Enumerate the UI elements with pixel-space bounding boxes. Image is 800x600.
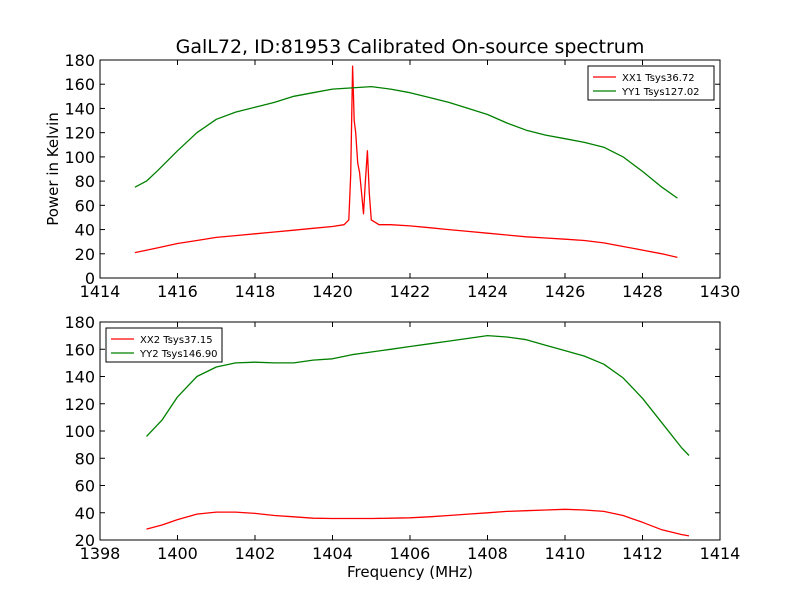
plot-area [134,65,678,259]
y-tick-label: 140 [64,368,95,387]
y-tick-label: 140 [64,99,95,118]
series-line [146,508,690,537]
y-axis-label: Power in Kelvin [44,112,62,226]
x-tick-label: 1426 [545,282,586,301]
x-tick-label: 1408 [467,544,508,563]
plot-frame [99,59,721,279]
x-tick-label: 1414 [80,282,121,301]
y-tick-label: 80 [75,172,95,191]
y-tick-label: 100 [64,422,95,441]
series-line [146,334,690,456]
x-tick-label: 1398 [80,544,121,563]
y-tick-label: 160 [64,340,95,359]
x-tick-label: 1404 [312,544,353,563]
x-tick-label: 1410 [545,544,586,563]
plot-area [146,334,690,537]
top-panel: 1414 1416 1418 1420 1422 1424 1426 1428 1430 0 20 4… [64,51,740,301]
x-tick-label: 1412 [622,544,663,563]
bottom-panel: 1398 1400 1402 1404 1406 1408 1410 1412 1414 20 40… [64,313,740,563]
x-axis-label: Frequency (MHz) [347,563,473,581]
x-tick-label: 1406 [390,544,431,563]
x-tick-label: 1418 [235,282,276,301]
x-tick-label: 1430 [700,282,741,301]
x-tick-label: 1424 [467,282,508,301]
legend: XX2 Tsys37.15 YY2 Tsys146.90 [105,327,223,363]
y-tick-label: 0 [85,269,95,288]
y-tick-label: 60 [75,196,95,215]
x-tick-label: 1416 [157,282,198,301]
x-tick-label: 1414 [700,544,741,563]
x-tick-label: 1420 [312,282,353,301]
y-tick-label: 160 [64,75,95,94]
legend-box [105,327,223,363]
y-tick-label: 180 [64,313,95,332]
y-tick-label: 20 [75,531,95,550]
y-tick-label: 100 [64,148,95,167]
y-tick-label: 20 [75,245,95,264]
y-tick-label: 60 [75,477,95,496]
legend-label: YY2 Tsys146.90 [139,349,218,360]
y-tick-label: 120 [64,124,95,143]
x-tick-label: 1400 [157,544,198,563]
y-tick-label: 40 [75,221,95,240]
y-tick-label: 120 [64,395,95,414]
x-tick-label: 1428 [622,282,663,301]
legend-label: XX2 Tsys37.15 [140,335,213,346]
legend-box [587,65,715,101]
y-tick-label: 180 [64,51,95,70]
series-line [134,65,678,259]
x-tick-label: 1422 [390,282,431,301]
legend-label: XX1 Tsys36.72 [622,73,695,84]
x-tick-label: 1402 [235,544,276,563]
series-line [134,85,678,199]
y-tick-label: 40 [75,504,95,523]
chart-title: GalL72, ID:81953 Calibrated On-source sp… [176,36,645,58]
plot-frame [99,321,721,541]
y-tick-label: 80 [75,449,95,468]
legend-label: YY1 Tsys127.02 [621,87,700,98]
legend: XX1 Tsys36.72 YY1 Tsys127.02 [587,65,715,101]
